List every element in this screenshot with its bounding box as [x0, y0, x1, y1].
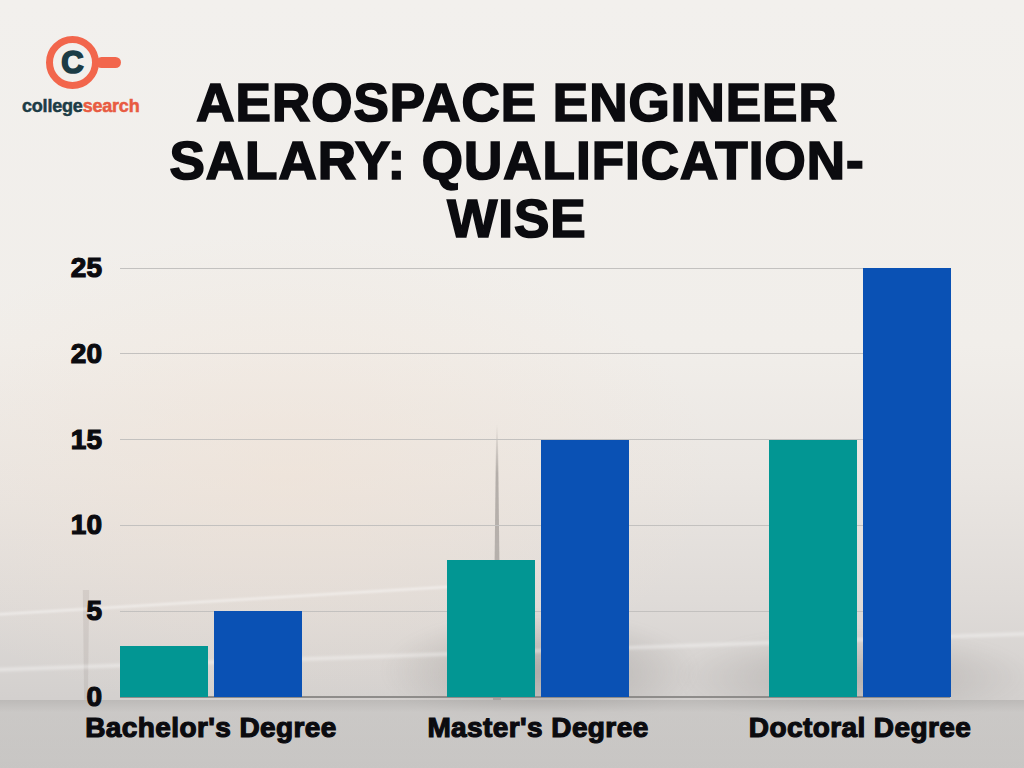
- bar-blue-2: [541, 440, 629, 697]
- x-category-label-3: Doctoral Degree: [700, 712, 1020, 744]
- bar-blue-1: [214, 611, 302, 697]
- y-tick-label-15: 15: [22, 425, 102, 455]
- y-tick-label-25: 25: [22, 253, 102, 283]
- bar-teal-3: [769, 440, 857, 697]
- bar-chart: 0 5 10 15 20 25 Bachelor's DegreeMaster's Degr…: [0, 0, 1024, 768]
- gridline-25: [120, 268, 950, 269]
- bar-blue-3: [863, 268, 951, 697]
- x-category-label-2: Master's Degree: [378, 712, 698, 744]
- y-tick-label-20: 20: [22, 339, 102, 369]
- y-tick-label-0: 0: [22, 682, 102, 712]
- y-tick-label-10: 10: [22, 510, 102, 540]
- y-tick-label-5: 5: [22, 596, 102, 626]
- bar-teal-1: [120, 646, 208, 697]
- gridline-20: [120, 353, 950, 354]
- bar-teal-2: [447, 560, 535, 697]
- infographic-page: C collegesearch AEROSPACE ENGINEER SALAR…: [0, 0, 1024, 768]
- x-category-label-1: Bachelor's Degree: [51, 712, 371, 744]
